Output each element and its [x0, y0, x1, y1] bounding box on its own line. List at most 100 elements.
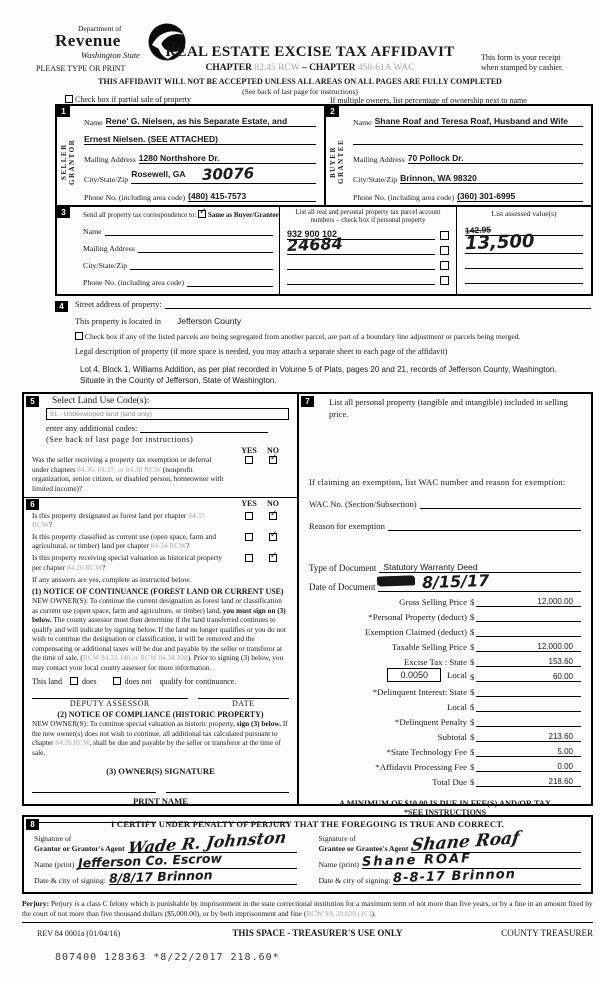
- money-value: [573, 687, 581, 696]
- continuance-qualify-row: This land does does not qualify for cont…: [32, 677, 289, 686]
- owner-signature-line-1[interactable]: [32, 792, 156, 794]
- parcel-2-handwritten: 24684: [286, 233, 343, 255]
- delinquent-penalty-field[interactable]: [476, 717, 581, 727]
- q5-no-checkbox[interactable]: ✓: [269, 453, 278, 464]
- seller-mailing-field[interactable]: 1280 Northshore Dr.: [138, 153, 316, 164]
- deputy-date-line[interactable]: [197, 698, 289, 700]
- deputy-date-label: DATE: [232, 699, 255, 709]
- assessed-field-4[interactable]: [465, 275, 583, 284]
- deputy-assessor-sign-line[interactable]: [32, 698, 188, 700]
- parties-box: 1 SELLER GRANTOR Name Rene' G. Nielsen, …: [55, 104, 593, 207]
- segregated-checkbox[interactable]: [75, 332, 83, 340]
- grantor-signature-field[interactable]: Wade R. Johnston: [126, 827, 297, 858]
- local-rate-box: 0.0050: [387, 667, 441, 682]
- grantee-name-print-field[interactable]: Shane ROAF: [362, 851, 581, 870]
- parcel-4-personal-checkbox[interactable]: [440, 275, 449, 285]
- grantee-sig-label-1: Signature of: [318, 834, 356, 844]
- land-use-select[interactable]: 91 - Undeveloped land (land only): [46, 408, 289, 420]
- seller-name-value-2: Ernest Nielsen. (SEE ATTACHED): [84, 134, 218, 144]
- seller-name-field-2[interactable]: Ernest Nielsen. (SEE ATTACHED): [84, 134, 316, 145]
- owner-print-line-2[interactable]: [165, 822, 289, 824]
- check-mark: ✓: [199, 207, 207, 217]
- parcel-field-1[interactable]: 932 900 102: [287, 229, 435, 240]
- assessed-field-3[interactable]: [465, 260, 583, 269]
- same-as-buyer-checkbox[interactable]: ✓: [198, 207, 207, 218]
- seller-panel: 1 SELLER GRANTOR Name Rene' G. Nielsen, …: [57, 106, 324, 205]
- money-label: *Personal Property (deduct): [368, 611, 467, 622]
- treasurer-use-only-label: THIS SPACE - TREASURER'S USE ONLY: [232, 928, 403, 938]
- legal-line-1: Lot 4, Block 1, Williams Addition, as pe…: [80, 365, 557, 374]
- yes-header-2: YES: [241, 498, 257, 508]
- assessed-field-1[interactable]: 142.95: [465, 224, 583, 236]
- historic-property-question: Is this property receiving special valua…: [32, 551, 289, 572]
- corr-phone-field[interactable]: [187, 278, 273, 287]
- money-value: [573, 702, 581, 711]
- parcel-3-personal-checkbox[interactable]: [440, 260, 449, 270]
- q6b-no-checkbox[interactable]: ✓: [269, 530, 278, 541]
- q6a-yes-checkbox[interactable]: [245, 511, 253, 520]
- partial-sale-checkbox[interactable]: [65, 95, 73, 103]
- buyer-name-label: Name: [352, 118, 372, 127]
- seller-city-field[interactable]: Rosewell, GA 30076: [131, 164, 316, 184]
- buyer-name-value: Shane Roaf and Teresa Roaf, Husband and …: [374, 116, 569, 126]
- owner-signature-line-2[interactable]: [165, 792, 289, 794]
- owner-print-line-1[interactable]: [32, 822, 156, 824]
- personal-property-deduct-field[interactable]: [476, 612, 581, 622]
- excise-tax-local-field[interactable]: 60.00: [476, 672, 581, 682]
- q6b-yes-checkbox[interactable]: [245, 532, 253, 541]
- street-address-field[interactable]: [164, 300, 591, 309]
- corr-city-field[interactable]: [130, 261, 273, 270]
- parcel-1-personal-checkbox[interactable]: [440, 230, 449, 240]
- seller-phone-field[interactable]: (480) 415-7573: [188, 191, 316, 202]
- corr-mailing-field[interactable]: [137, 244, 273, 253]
- q5-yes-checkbox[interactable]: [245, 456, 253, 464]
- buyer-mailing-field[interactable]: 70 Pollock Dr.: [407, 153, 583, 164]
- date-of-document-handwritten: 8/15/17: [422, 570, 491, 593]
- delinquent-interest-state-field[interactable]: [476, 687, 581, 697]
- chapter-label-1: CHAPTER: [205, 63, 252, 73]
- grantor-date-city-field[interactable]: 8/8/17 Brinnon: [109, 867, 297, 886]
- buyer-phone-field[interactable]: (360) 301-6995: [457, 191, 583, 202]
- gross-selling-price-field[interactable]: 12,000.00: [476, 597, 581, 607]
- type-of-document-field[interactable]: Statutory Warranty Deed: [379, 562, 581, 573]
- grantor-name-print-field[interactable]: Jefferson Co. Escrow: [77, 850, 297, 871]
- assessed-header: List assessed value(s): [491, 209, 557, 218]
- does-not-checkbox[interactable]: [112, 677, 121, 686]
- excise-tax-state-field[interactable]: 153.60: [476, 657, 581, 667]
- buyer-mailing-label: Mailing Address: [352, 155, 405, 164]
- q6c-yes-checkbox[interactable]: [245, 554, 253, 562]
- wac-field[interactable]: [419, 500, 581, 509]
- parcel-2-personal-checkbox[interactable]: [440, 245, 449, 255]
- q5-text: Was the seller receiving a property tax …: [32, 455, 212, 474]
- reason-exemption-field[interactable]: [387, 522, 581, 531]
- dept-of-label: Department of: [78, 24, 122, 33]
- q6c-no-checkbox[interactable]: ✓: [269, 551, 278, 562]
- additional-codes-field[interactable]: [140, 424, 269, 433]
- p2-bold: sign (3) below.: [236, 719, 282, 729]
- seller-name-field[interactable]: Rene' G. Nielsen, as his Separate Estate…: [105, 116, 316, 127]
- notice-compliance-paragraph: NEW OWNER(S): To continue special valuat…: [32, 719, 289, 757]
- minimum-fee-note: A MINIMUM OF $10.00 IS DUE IN FEE(S) AND…: [338, 798, 552, 808]
- grantee-signature-field[interactable]: Shane Roaf: [410, 828, 581, 856]
- parcel-field-2[interactable]: 24684: [286, 233, 435, 255]
- buyer-name-field-2[interactable]: [352, 136, 583, 145]
- buyer-name-field[interactable]: Shane Roaf and Teresa Roaf, Husband and …: [374, 116, 583, 127]
- date-of-document-field[interactable]: 8/15/17: [378, 570, 581, 593]
- total-due-field[interactable]: 218.60: [476, 777, 581, 787]
- taxable-selling-price-field[interactable]: 12,000.00: [476, 642, 581, 652]
- subtotal-field[interactable]: 213.60: [476, 732, 581, 742]
- exemption-claimed-field[interactable]: [476, 627, 581, 637]
- corr-name-field[interactable]: [104, 227, 273, 236]
- type-of-document-value: Statutory Warranty Deed: [383, 561, 478, 572]
- assessed-field-2[interactable]: 13,500: [465, 231, 583, 254]
- money-label: Local: [446, 701, 467, 712]
- state-technology-fee-field[interactable]: 5.00: [476, 747, 581, 757]
- parcel-field-3[interactable]: [287, 261, 435, 270]
- parcel-field-4[interactable]: [287, 276, 435, 285]
- grantee-date-city-field[interactable]: 8-8-17 Brinnon: [393, 867, 581, 886]
- affidavit-processing-fee-field[interactable]: 0.00: [476, 762, 581, 772]
- q6a-no-checkbox[interactable]: ✓: [269, 509, 278, 520]
- buyer-city-field[interactable]: Brinnon, WA 98320: [400, 173, 583, 184]
- delinquent-interest-local-field[interactable]: [476, 702, 581, 712]
- does-checkbox[interactable]: [70, 677, 78, 686]
